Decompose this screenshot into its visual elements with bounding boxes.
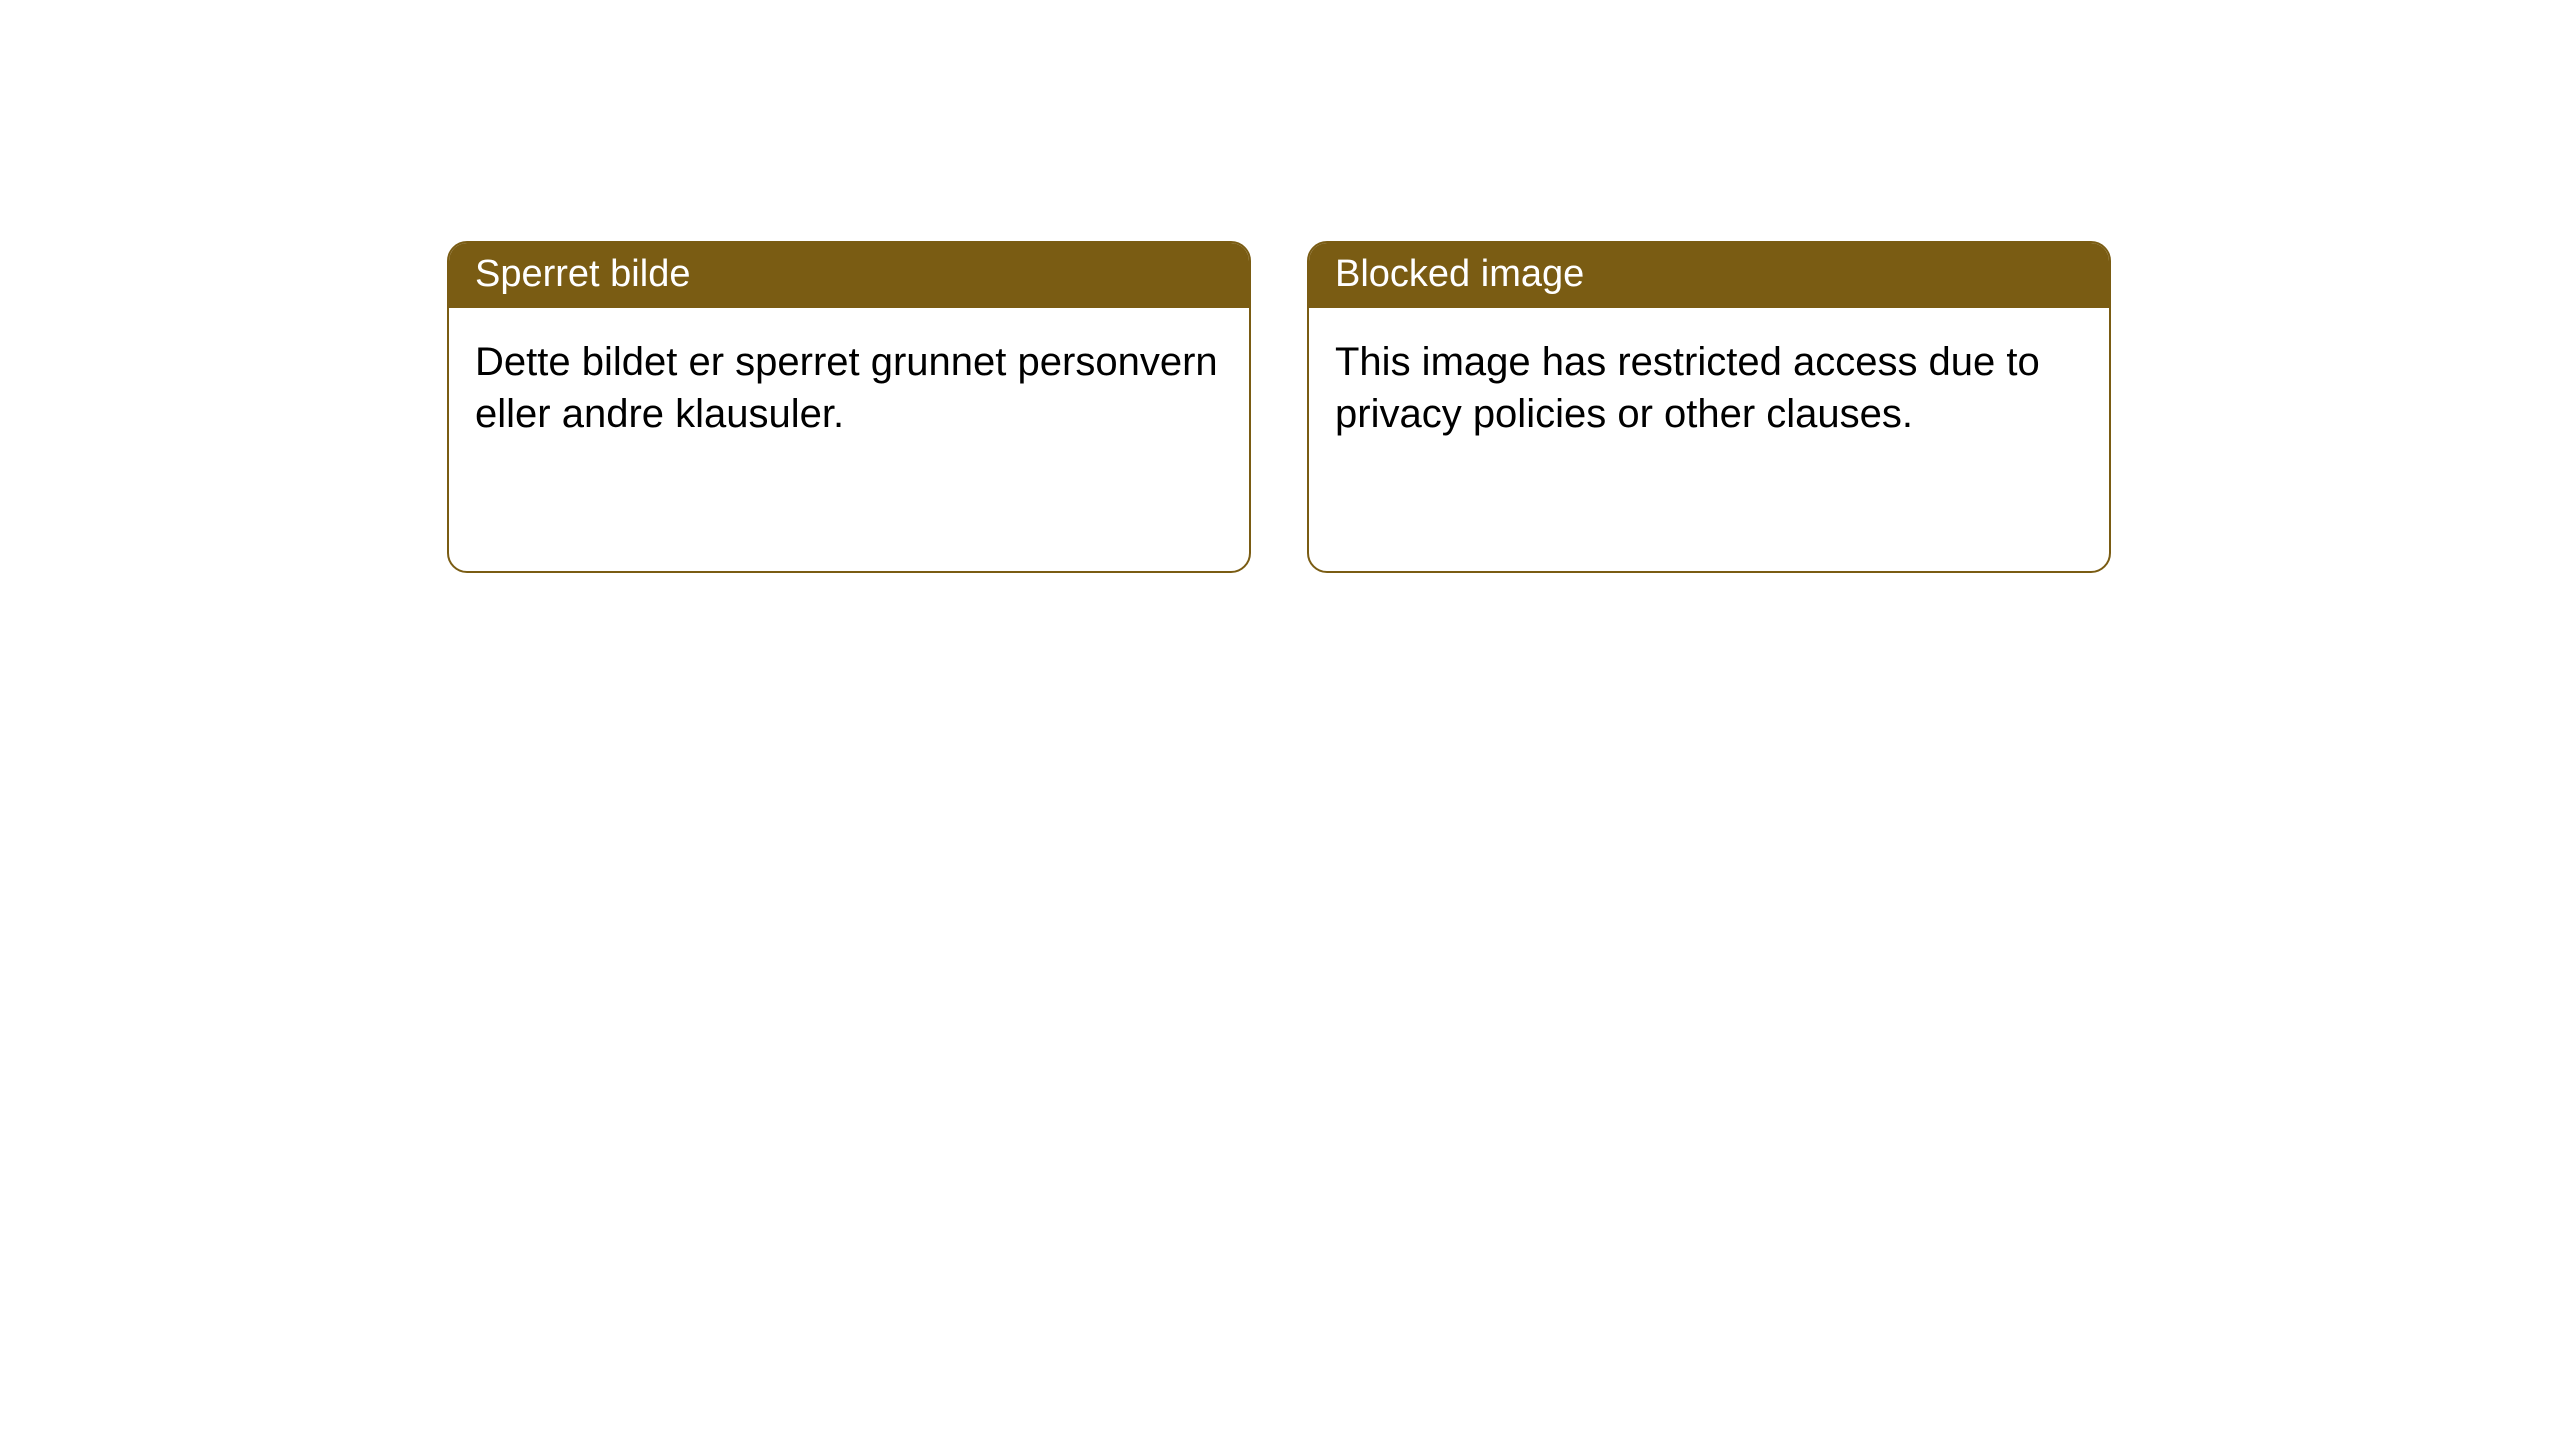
notice-container: Sperret bilde Dette bildet er sperret gr… [447,241,2111,573]
notice-body: This image has restricted access due to … [1309,308,2109,468]
notice-header: Sperret bilde [449,243,1249,308]
notice-header: Blocked image [1309,243,2109,308]
notice-body: Dette bildet er sperret grunnet personve… [449,308,1249,468]
notice-card-english: Blocked image This image has restricted … [1307,241,2111,573]
notice-card-norwegian: Sperret bilde Dette bildet er sperret gr… [447,241,1251,573]
